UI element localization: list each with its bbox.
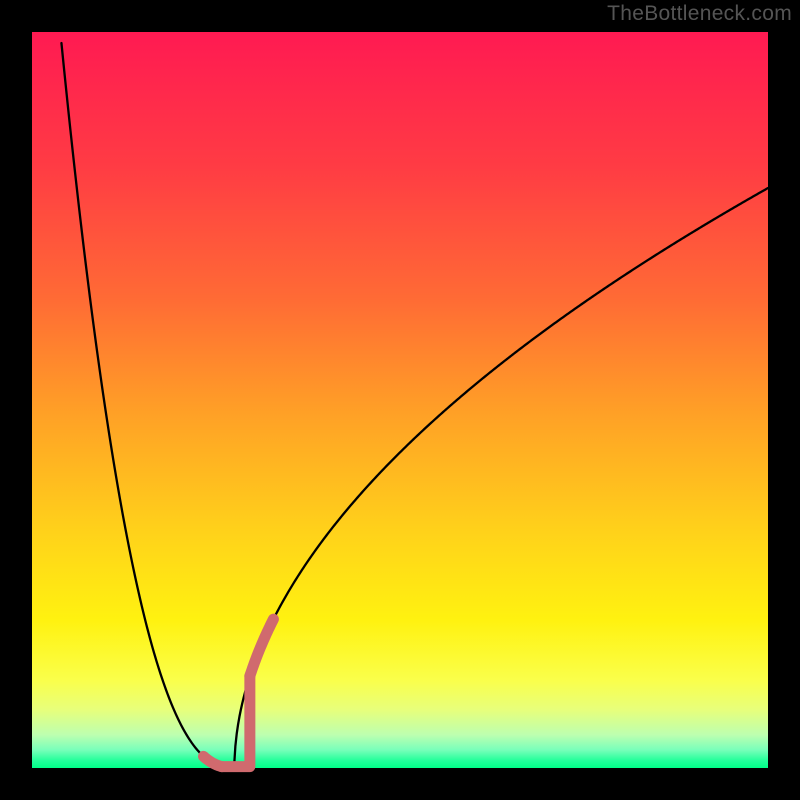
stage: TheBottleneck.com (0, 0, 800, 800)
plot-background (32, 32, 768, 768)
watermark-text: TheBottleneck.com (607, 2, 792, 26)
chart-svg (0, 0, 800, 800)
